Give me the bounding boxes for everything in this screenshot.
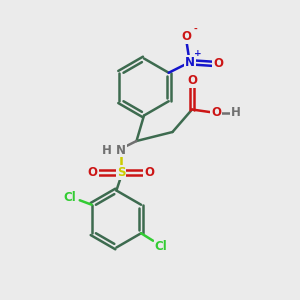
Text: Cl: Cl	[63, 191, 76, 204]
Text: O: O	[213, 57, 223, 70]
Text: O: O	[144, 166, 154, 179]
Text: O: O	[182, 30, 192, 43]
Text: N: N	[116, 143, 126, 157]
Text: O: O	[211, 106, 221, 119]
Text: +: +	[194, 49, 202, 58]
Text: S: S	[117, 166, 125, 179]
Text: O: O	[187, 74, 197, 87]
Text: H: H	[102, 143, 111, 157]
Text: -: -	[193, 25, 197, 34]
Text: H: H	[231, 106, 240, 119]
Text: N: N	[185, 56, 195, 69]
Text: Cl: Cl	[155, 240, 168, 253]
Text: O: O	[88, 166, 98, 179]
